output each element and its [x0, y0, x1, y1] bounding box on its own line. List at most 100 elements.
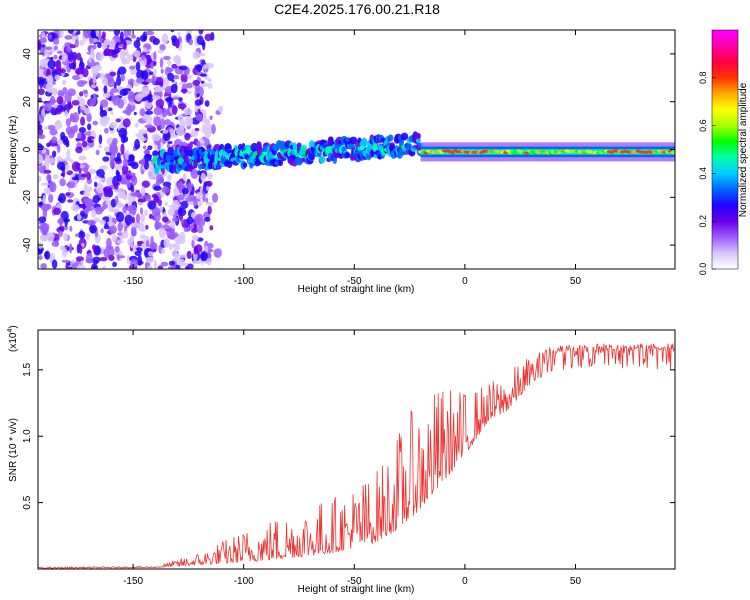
heatmap-cell [182, 173, 187, 182]
heatmap-cell [171, 105, 178, 115]
heatmap-cell [87, 123, 92, 131]
heatmap-cell [71, 161, 81, 172]
heatmap-cell [116, 254, 120, 261]
heatmap-cell [92, 44, 97, 50]
heatmap-cell [118, 255, 126, 259]
heatmap-cell [107, 247, 115, 257]
heatmap-cell [103, 186, 112, 194]
heatmap-cell [117, 200, 121, 204]
heatmap-cell [171, 63, 178, 69]
heatmap-cell [49, 181, 57, 193]
heatmap-cell [71, 74, 81, 81]
heatmap-cell [175, 38, 180, 49]
heatmap-cell [129, 258, 139, 268]
heatmap-cell [147, 200, 157, 210]
heatmap-cell [192, 260, 198, 264]
heatmap-cell [110, 88, 120, 94]
heatmap-cell [99, 219, 106, 225]
heatmap-cell [191, 239, 195, 249]
heatmap-cell [171, 264, 176, 269]
heatmap-cell [159, 44, 166, 51]
heatmap-cell [511, 151, 517, 155]
snr-ticks: -150 -100 -50 0 50 0.5 1.0 1.5 [22, 330, 675, 587]
heatmap-cell [99, 256, 108, 262]
heatmap-cell [64, 42, 72, 47]
heatmap-cell [51, 136, 58, 144]
heatmap-cell [188, 38, 194, 46]
heatmap-cell [69, 44, 77, 49]
heatmap-cell [183, 226, 190, 233]
heatmap-cell [38, 216, 47, 223]
heatmap-cell [59, 178, 66, 187]
heatmap-cell [48, 193, 54, 203]
heatmap-cell [124, 149, 130, 161]
heatmap-cell [38, 88, 45, 96]
heatmap-cell [154, 166, 160, 175]
heatmap-cell [50, 56, 54, 61]
heatmap-cell [128, 172, 136, 176]
heatmap-cell [74, 233, 80, 237]
heatmap-cell [71, 99, 80, 106]
heatmap-cell [44, 46, 53, 51]
heatmap-cell [72, 112, 80, 123]
heatmap-cell [127, 78, 135, 86]
heatmap-cell [151, 193, 158, 199]
heatmap-cell [144, 194, 152, 202]
heatmap-cell [95, 149, 100, 156]
heatmap-cell [207, 82, 213, 90]
heatmap-cell [130, 175, 138, 186]
heatmap-cell [173, 187, 180, 197]
heatmap-cell [44, 126, 49, 130]
heatmap-cell [80, 260, 84, 265]
heatmap-cell [134, 123, 139, 128]
heatmap-cell [116, 69, 121, 78]
heatmap-cell [160, 248, 166, 254]
heatmap-cell [117, 205, 122, 209]
heatmap-cell [38, 225, 47, 230]
heatmap-cell [134, 138, 140, 150]
heatmap-cell [58, 225, 65, 232]
heatmap-cell [95, 30, 100, 37]
heatmap-cell [118, 43, 125, 47]
heatmap-cell [140, 213, 146, 223]
heatmap-cell [183, 108, 193, 116]
heatmap-cell [152, 38, 160, 46]
heatmap-xtick-label: 50 [570, 276, 582, 287]
heatmap-cell [69, 126, 77, 135]
heatmap-cell [120, 73, 125, 82]
heatmap-cell [112, 261, 117, 268]
heatmap-cell [38, 42, 42, 50]
heatmap-cell [143, 149, 150, 155]
heatmap-cell [166, 60, 172, 66]
heatmap-cell [134, 250, 142, 257]
heatmap-cell [201, 147, 206, 153]
heatmap-cell [111, 53, 118, 58]
heatmap-cell [92, 120, 99, 126]
heatmap-cell [194, 127, 200, 132]
heatmap-cell [125, 106, 132, 116]
heatmap-cell [91, 66, 99, 77]
heatmap-cell [161, 186, 170, 194]
heatmap-cell [77, 132, 82, 139]
heatmap-cell [85, 232, 90, 240]
heatmap-cell [151, 95, 161, 100]
heatmap-cell [198, 30, 204, 35]
heatmap-cell [145, 256, 155, 264]
heatmap-cell [44, 102, 52, 112]
heatmap-cell [119, 51, 126, 62]
heatmap-cell [122, 205, 127, 214]
heatmap-cell [145, 224, 149, 230]
heatmap-cell [213, 248, 222, 258]
heatmap-cell [167, 140, 173, 145]
heatmap-cell [124, 214, 133, 226]
heatmap-cell [91, 244, 97, 251]
heatmap-cell [92, 75, 97, 84]
heatmap-cell [91, 209, 97, 218]
heatmap-cell [44, 169, 52, 174]
heatmap-cell [167, 72, 175, 82]
heatmap-cell [148, 213, 154, 220]
heatmap-cell [102, 265, 106, 269]
heatmap-cell [49, 128, 58, 136]
heatmap-cell [157, 49, 164, 54]
heatmap-xtick-label: 0 [462, 276, 468, 287]
